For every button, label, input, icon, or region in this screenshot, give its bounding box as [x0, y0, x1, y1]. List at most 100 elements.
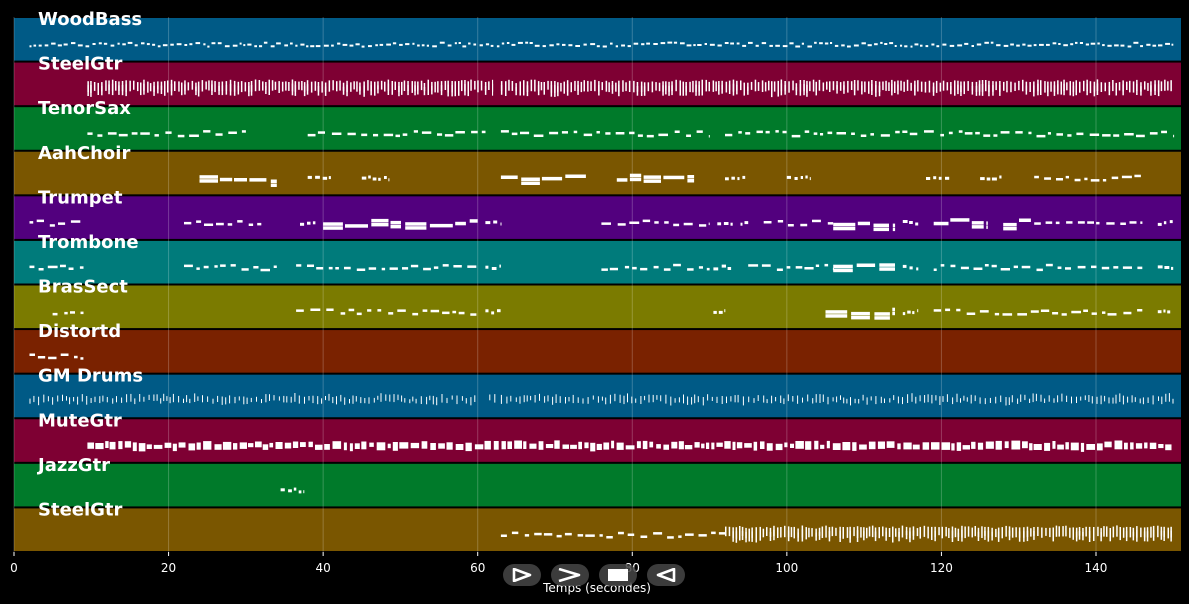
note [129, 80, 131, 92]
note [429, 223, 453, 228]
note [1157, 310, 1162, 314]
note [728, 84, 731, 94]
note [1057, 266, 1062, 269]
note [853, 84, 856, 96]
play-button[interactable] [503, 564, 541, 586]
note [62, 394, 63, 402]
note [871, 84, 873, 95]
note [110, 44, 115, 47]
note [146, 43, 150, 46]
note [370, 85, 372, 96]
note [1130, 442, 1134, 450]
note [1001, 527, 1003, 539]
note [831, 526, 834, 537]
note [225, 85, 228, 95]
note [1106, 222, 1115, 225]
note [324, 444, 330, 450]
note [339, 80, 341, 91]
note [526, 85, 529, 97]
note [354, 443, 360, 449]
note [868, 526, 871, 537]
note [790, 527, 793, 538]
note [815, 264, 820, 267]
note [945, 308, 951, 312]
note [444, 80, 447, 90]
note [1097, 526, 1099, 537]
note [628, 80, 631, 92]
note [942, 396, 944, 402]
note [1045, 263, 1053, 267]
note [755, 44, 759, 47]
note [684, 445, 693, 450]
note [310, 45, 315, 48]
note [686, 134, 691, 137]
note [534, 532, 542, 536]
note [44, 44, 49, 47]
note [732, 83, 735, 96]
note [964, 526, 966, 539]
note [787, 224, 794, 227]
x-tick-label: 140 [1085, 561, 1108, 575]
note [349, 44, 354, 47]
note [939, 396, 941, 405]
note [603, 442, 610, 450]
note [843, 397, 845, 404]
note [211, 84, 213, 95]
note [468, 42, 471, 45]
note [755, 531, 757, 543]
note [984, 530, 986, 540]
note [907, 394, 909, 403]
note [432, 45, 437, 48]
note [500, 175, 518, 179]
rewind-button[interactable] [647, 564, 685, 586]
note [116, 396, 117, 403]
note [618, 531, 624, 535]
note [349, 443, 353, 452]
note [724, 42, 729, 44]
note [877, 441, 885, 449]
note [85, 45, 90, 48]
stop-button[interactable] [599, 564, 637, 586]
note [139, 394, 141, 402]
note [880, 396, 882, 404]
note [804, 130, 810, 133]
note [839, 530, 841, 542]
note [1066, 395, 1068, 402]
note [1147, 82, 1149, 91]
note [389, 394, 391, 402]
note [1040, 84, 1042, 95]
note [815, 394, 817, 403]
note [315, 45, 321, 48]
note [806, 84, 808, 97]
note [87, 442, 94, 449]
note [988, 84, 990, 97]
note [178, 81, 180, 92]
note [1055, 525, 1058, 537]
note [196, 267, 200, 270]
note [619, 394, 621, 403]
track-lane-6 [14, 285, 1181, 329]
note [517, 41, 523, 44]
note [949, 44, 955, 47]
note [765, 130, 770, 134]
note [1060, 85, 1062, 95]
note [33, 44, 37, 47]
fast-forward-button[interactable] [551, 564, 589, 586]
note [984, 398, 986, 405]
note [323, 226, 343, 230]
note [510, 395, 512, 402]
note [307, 133, 316, 137]
note [1057, 84, 1059, 95]
note [469, 219, 478, 223]
note [138, 443, 146, 452]
note [878, 527, 880, 539]
note [269, 442, 274, 448]
note [430, 443, 436, 450]
note [118, 441, 123, 450]
note [860, 527, 862, 538]
note [212, 398, 214, 404]
note [609, 267, 618, 271]
note [153, 394, 155, 401]
note [712, 80, 715, 92]
note [270, 183, 277, 187]
